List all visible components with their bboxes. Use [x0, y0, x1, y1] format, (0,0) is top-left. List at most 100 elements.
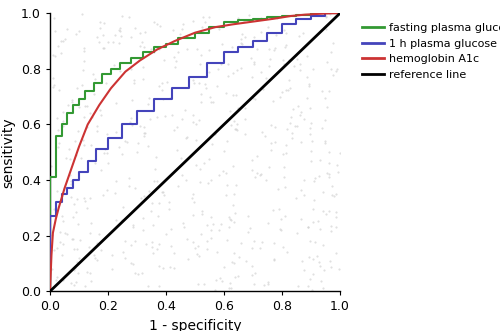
Point [66, 156, 74, 162]
Point [228, 70, 236, 75]
Point [284, 78, 292, 83]
Point [62, 26, 70, 31]
Point [322, 26, 330, 31]
Point [121, 138, 129, 143]
Point [189, 119, 197, 124]
Point [152, 247, 160, 252]
Point [209, 221, 217, 226]
Point [163, 79, 171, 85]
Point [308, 206, 316, 211]
Point [80, 142, 88, 148]
Point [147, 209, 155, 214]
Point [154, 200, 162, 205]
Point [139, 77, 147, 82]
Point [150, 49, 158, 54]
Point [48, 233, 56, 238]
Point [315, 173, 323, 179]
Point [93, 240, 101, 246]
Point [320, 189, 328, 194]
Point [72, 153, 80, 158]
Point [68, 237, 76, 242]
Point [325, 160, 333, 165]
Point [72, 279, 80, 285]
Point [155, 47, 163, 52]
Point [90, 253, 98, 258]
Point [252, 47, 260, 52]
Point [100, 20, 108, 25]
Point [318, 125, 326, 131]
Point [56, 38, 64, 44]
Point [48, 84, 56, 89]
Point [280, 164, 288, 169]
Point [233, 127, 241, 132]
Point [204, 222, 212, 228]
Point [174, 49, 182, 54]
Point [232, 92, 240, 97]
Point [229, 92, 237, 98]
Point [322, 104, 330, 110]
Point [257, 70, 265, 75]
Point [314, 218, 322, 224]
Point [250, 62, 258, 67]
Point [229, 163, 237, 168]
Point [202, 85, 210, 91]
Point [270, 257, 278, 262]
Point [68, 237, 76, 242]
Point [281, 213, 289, 219]
Point [162, 231, 170, 237]
Point [50, 247, 58, 253]
Point [279, 151, 287, 156]
Point [51, 53, 59, 59]
Point [288, 114, 296, 119]
Point [108, 39, 116, 45]
Point [158, 190, 166, 195]
Point [304, 224, 312, 229]
Point [158, 88, 166, 93]
Point [172, 65, 179, 70]
Point [170, 127, 178, 132]
Point [306, 120, 314, 125]
Point [142, 131, 150, 136]
Point [322, 138, 330, 144]
Point [235, 254, 243, 259]
Point [73, 246, 81, 251]
Point [68, 182, 76, 187]
Point [155, 263, 163, 268]
Point [82, 283, 90, 288]
Point [55, 88, 63, 93]
Point [81, 104, 89, 109]
Point [129, 222, 137, 227]
Point [160, 192, 168, 198]
Point [144, 284, 152, 289]
Point [228, 122, 235, 128]
Point [216, 26, 224, 31]
Point [304, 83, 312, 89]
Point [174, 124, 182, 130]
Point [86, 230, 94, 236]
Point [52, 28, 60, 33]
Point [70, 201, 78, 206]
Point [128, 123, 136, 128]
Point [297, 139, 305, 145]
Point [115, 40, 123, 45]
Point [65, 146, 73, 152]
Point [148, 200, 156, 205]
Point [270, 258, 278, 263]
Point [305, 254, 313, 260]
Point [192, 46, 200, 51]
Point [334, 170, 342, 175]
Point [256, 171, 264, 177]
Point [250, 59, 258, 64]
Point [278, 244, 286, 249]
Point [222, 192, 230, 197]
Point [335, 266, 343, 271]
Point [127, 66, 135, 71]
Point [328, 192, 336, 198]
Point [67, 194, 75, 200]
Point [176, 31, 184, 37]
Point [242, 258, 250, 263]
Point [320, 118, 328, 123]
Point [54, 144, 62, 150]
Point [224, 62, 232, 67]
Point [326, 12, 334, 17]
